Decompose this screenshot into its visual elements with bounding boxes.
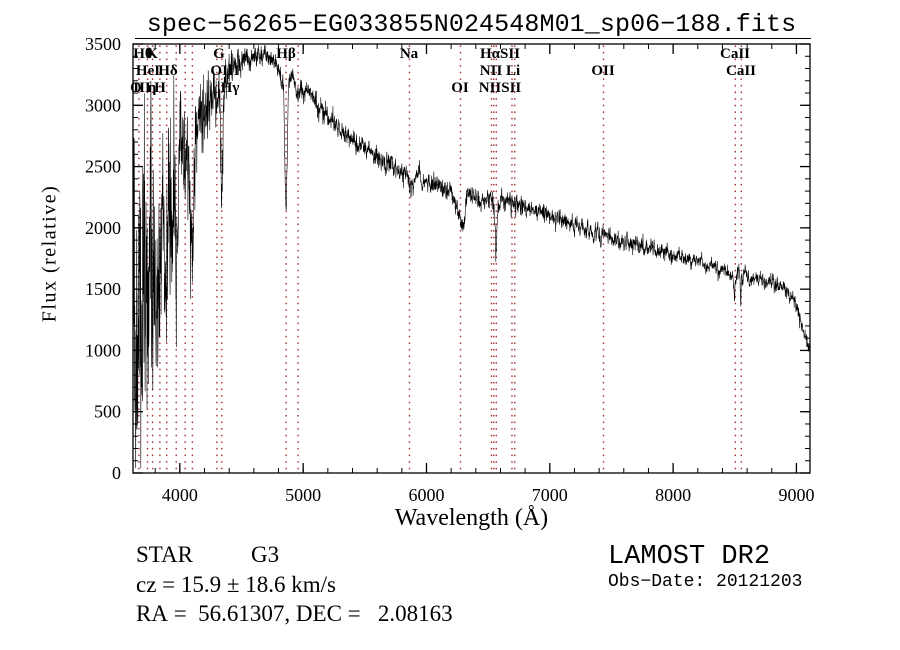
svg-text:2500: 2500 (85, 157, 121, 177)
svg-text:9000: 9000 (778, 485, 814, 505)
svg-text:HαSII: HαSII (480, 46, 520, 62)
svg-text:OI: OI (451, 80, 469, 96)
svg-text:NII Li: NII Li (480, 63, 520, 79)
svg-text:CaII: CaII (720, 46, 750, 62)
svg-text:G: G (213, 46, 225, 62)
svg-text:H: H (154, 80, 166, 96)
svg-text:3500: 3500 (85, 34, 121, 54)
svg-text:5000: 5000 (285, 485, 321, 505)
svg-text:1000: 1000 (85, 340, 121, 360)
svg-text:Hγ: Hγ (221, 80, 240, 96)
svg-text:500: 500 (94, 402, 121, 422)
svg-text:Hβ: Hβ (276, 46, 296, 62)
svg-text:Na: Na (400, 46, 419, 62)
svg-text:OIII: OIII (210, 63, 239, 79)
svg-text:OII: OII (591, 63, 615, 79)
svg-text:NIISII: NIISII (479, 80, 522, 96)
svg-text:0: 0 (112, 463, 121, 483)
svg-text:K: K (146, 46, 158, 62)
svg-text:Hδ: Hδ (158, 63, 178, 79)
svg-text:7000: 7000 (532, 485, 568, 505)
svg-text:6000: 6000 (408, 485, 444, 505)
svg-text:CaII: CaII (726, 63, 756, 79)
svg-text:1500: 1500 (85, 279, 121, 299)
svg-text:3000: 3000 (85, 95, 121, 115)
svg-text:2000: 2000 (85, 218, 121, 238)
svg-text:4000: 4000 (162, 485, 198, 505)
svg-text:HeI: HeI (136, 63, 160, 79)
svg-text:8000: 8000 (655, 485, 691, 505)
